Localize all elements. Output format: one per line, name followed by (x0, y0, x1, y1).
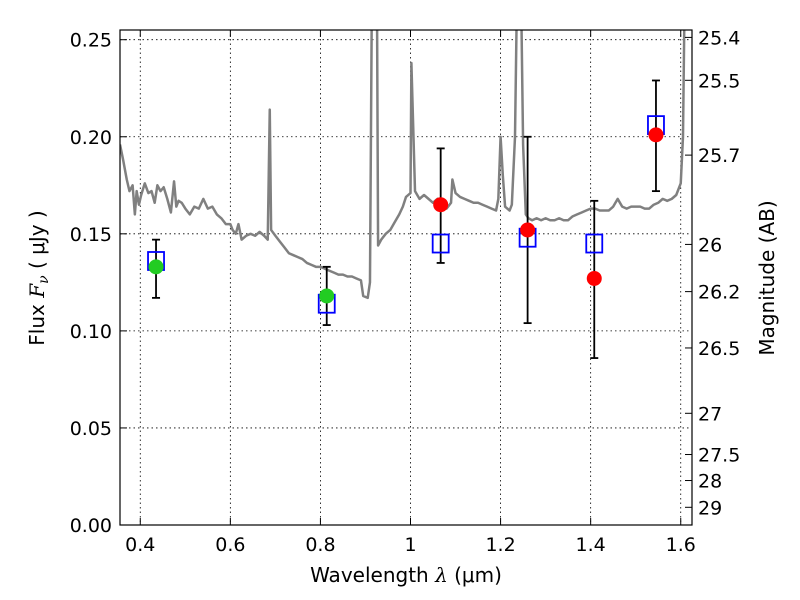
y-tick-label: 0.00 (70, 515, 112, 537)
observed-flux-point (648, 127, 664, 143)
model-photometry-square (431, 233, 450, 254)
y2-tick-label: 25.7 (698, 145, 740, 167)
y2-axis-label: Magnitude (AB) (755, 200, 779, 355)
y-tick-label: 0.25 (70, 30, 112, 52)
y2-tick-label: 26 (698, 234, 722, 256)
observed-flux-point (433, 197, 449, 213)
data-points (147, 79, 665, 359)
observed-flux-point (520, 222, 536, 238)
x-tick-label: 1 (404, 534, 416, 556)
observed-flux-point (319, 288, 335, 304)
y2-tick-label: 29 (698, 497, 722, 519)
y2-tick-label: 25.5 (698, 70, 740, 92)
y2-tick-label: 25.4 (698, 27, 740, 49)
y2-tick-label: 28 (698, 471, 722, 493)
y-axis-label: Flux Fν ( μJy ) (25, 210, 52, 345)
y2-tick-label: 27 (698, 403, 722, 425)
y-tick-label: 0.20 (70, 127, 112, 149)
observed-flux-point (586, 270, 602, 286)
x-tick-label: 0.4 (125, 534, 155, 556)
observed-flux-point (148, 259, 164, 275)
x-axis-label: Wavelength λ (μm) (310, 563, 502, 587)
x-tick-label: 1.6 (666, 534, 696, 556)
y-tick-label: 0.15 (70, 224, 112, 246)
plot-frame (119, 29, 693, 526)
x-tick-label: 1.4 (576, 534, 606, 556)
x-tick-label: 0.8 (305, 534, 335, 556)
y-tick-label: 0.10 (70, 321, 112, 343)
y-tick-label: 0.05 (70, 418, 112, 440)
model-photometry-square (585, 233, 604, 254)
x-tick-label: 1.2 (485, 534, 515, 556)
y2-tick-label: 27.5 (698, 445, 740, 467)
y2-tick-label: 26.5 (698, 338, 740, 360)
axis-ticks: 0.4 0.6 0.8 1 1.2 1.4 1.6 0.00 0.05 0.10 0.15 0.20 0… (70, 27, 741, 556)
model-spectrum-line (120, 30, 686, 300)
x-tick-label: 0.6 (215, 534, 245, 556)
y2-tick-label: 26.2 (698, 282, 740, 304)
grid (120, 30, 692, 526)
